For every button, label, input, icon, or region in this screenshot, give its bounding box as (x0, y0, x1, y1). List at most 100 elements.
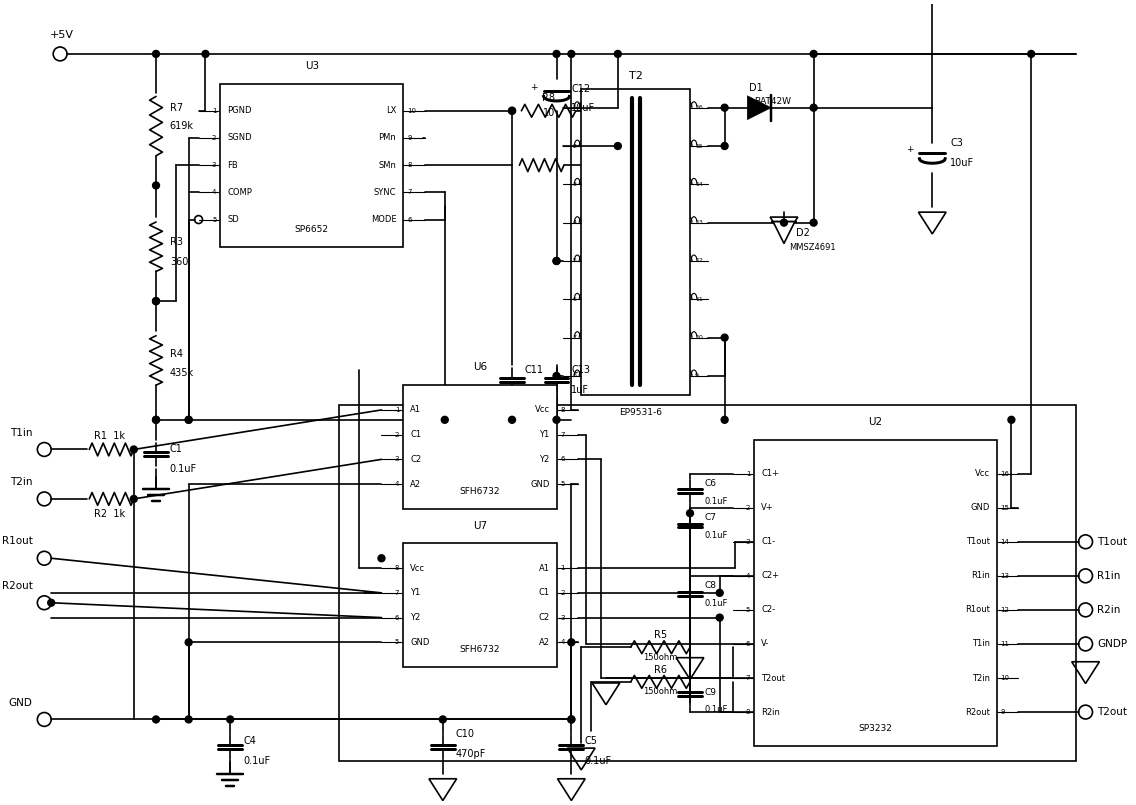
Text: A1: A1 (410, 406, 421, 415)
Text: 11: 11 (695, 297, 703, 302)
Circle shape (568, 716, 575, 723)
Text: 4: 4 (212, 189, 216, 196)
Text: R2out: R2out (964, 708, 989, 716)
Circle shape (810, 219, 817, 226)
Text: T1out: T1out (966, 537, 989, 547)
Text: U3: U3 (304, 60, 319, 71)
Text: GND: GND (410, 638, 429, 646)
Text: R5: R5 (654, 630, 667, 641)
Text: 7: 7 (395, 590, 399, 596)
Bar (220, 84, 403, 247)
Text: 16: 16 (1001, 471, 1010, 477)
Text: C1: C1 (538, 588, 550, 597)
Text: 360: 360 (170, 257, 189, 266)
Circle shape (509, 107, 516, 114)
Text: SFH6732: SFH6732 (460, 645, 500, 654)
Text: EP9531-6: EP9531-6 (619, 408, 662, 417)
Text: 0.1uF: 0.1uF (170, 464, 197, 474)
Circle shape (615, 142, 621, 150)
Text: R1out: R1out (964, 605, 989, 614)
Circle shape (721, 104, 728, 111)
Text: Y1: Y1 (410, 588, 420, 597)
Text: SD: SD (227, 215, 239, 224)
Text: PMn: PMn (378, 134, 396, 142)
Text: 10: 10 (407, 108, 416, 114)
Text: GND: GND (531, 480, 550, 489)
Circle shape (185, 716, 192, 723)
Text: BAT42W: BAT42W (754, 97, 792, 106)
Circle shape (721, 142, 728, 150)
Polygon shape (747, 96, 771, 120)
Text: C8: C8 (704, 581, 717, 590)
Text: 5: 5 (573, 258, 576, 263)
Circle shape (721, 334, 728, 341)
Text: T2out: T2out (761, 674, 785, 683)
Text: 1: 1 (573, 105, 576, 110)
Circle shape (131, 495, 137, 502)
Text: 10uF: 10uF (571, 103, 595, 114)
Text: 6: 6 (395, 614, 399, 621)
Text: 0.1uF: 0.1uF (584, 756, 611, 766)
Text: 5: 5 (212, 217, 216, 222)
Text: A1: A1 (538, 564, 550, 572)
Circle shape (553, 51, 560, 57)
Circle shape (227, 716, 234, 723)
Circle shape (152, 716, 159, 723)
Text: SMn: SMn (378, 161, 396, 170)
Text: GNDP: GNDP (1097, 639, 1128, 649)
Text: 7: 7 (560, 431, 565, 438)
Text: 8: 8 (560, 407, 565, 413)
Text: D2: D2 (796, 228, 810, 237)
Text: 10uF: 10uF (950, 158, 975, 167)
Bar (403, 543, 557, 667)
Circle shape (568, 639, 575, 646)
Text: 3: 3 (211, 162, 216, 168)
Circle shape (1008, 416, 1014, 423)
Text: COMP: COMP (227, 188, 252, 197)
Text: R2out: R2out (1, 581, 33, 591)
Text: 1: 1 (211, 108, 216, 114)
Text: R1in: R1in (1097, 571, 1121, 581)
Text: LX: LX (386, 106, 396, 115)
Text: U7: U7 (473, 521, 487, 530)
Text: R7: R7 (170, 103, 183, 114)
Text: 4: 4 (573, 220, 576, 225)
Circle shape (553, 373, 560, 379)
Text: 1: 1 (395, 407, 399, 413)
Text: C2: C2 (538, 613, 550, 622)
Text: 0.1uF: 0.1uF (704, 704, 728, 713)
Circle shape (721, 416, 728, 423)
Text: Vcc: Vcc (410, 564, 425, 572)
Text: 7: 7 (407, 189, 411, 196)
Text: C2+: C2+ (761, 572, 779, 580)
Text: 7: 7 (573, 335, 576, 340)
Circle shape (185, 416, 192, 423)
Text: 3: 3 (746, 539, 751, 545)
Circle shape (152, 416, 159, 423)
Text: GND: GND (970, 503, 989, 512)
Text: PGND: PGND (227, 106, 252, 115)
Text: 150ohm: 150ohm (643, 687, 677, 696)
Text: C7: C7 (704, 513, 717, 522)
Text: U2: U2 (868, 417, 883, 427)
Circle shape (810, 51, 817, 57)
Circle shape (716, 589, 724, 597)
Text: 2: 2 (746, 505, 751, 510)
Text: R6: R6 (654, 665, 667, 675)
Text: C9: C9 (704, 687, 717, 697)
Text: 11: 11 (1001, 641, 1010, 647)
Text: 15: 15 (695, 143, 703, 148)
Text: SFH6732: SFH6732 (460, 487, 500, 496)
Text: C5: C5 (584, 737, 598, 746)
Text: 5: 5 (395, 639, 399, 646)
Text: SGND: SGND (227, 134, 252, 142)
Text: T2: T2 (628, 71, 643, 80)
Circle shape (152, 182, 159, 189)
Text: A2: A2 (538, 638, 550, 646)
Text: +: + (531, 83, 537, 92)
Text: GND: GND (9, 698, 33, 708)
Text: C1-: C1- (761, 537, 776, 547)
Text: 435k: 435k (170, 369, 194, 378)
Text: 6: 6 (560, 456, 565, 462)
Text: 2: 2 (395, 431, 399, 438)
